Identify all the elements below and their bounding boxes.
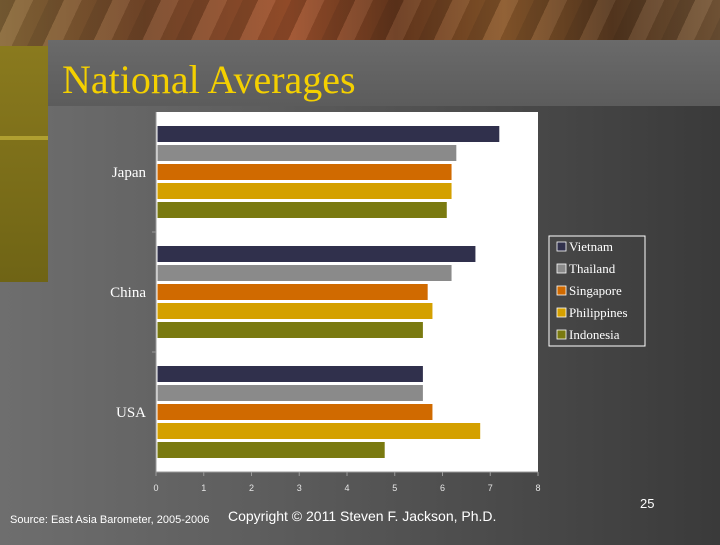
bar bbox=[156, 365, 424, 383]
bar bbox=[156, 125, 501, 143]
x-tick-label: 6 bbox=[440, 483, 445, 493]
legend-entry: Philippines bbox=[569, 305, 628, 320]
legend-entry: Singapore bbox=[569, 283, 622, 298]
legend-swatch bbox=[556, 285, 567, 296]
x-tick-label: 3 bbox=[297, 483, 302, 493]
bar bbox=[156, 302, 434, 320]
bar bbox=[156, 144, 458, 162]
title-bar bbox=[48, 40, 720, 106]
legend-swatch bbox=[556, 307, 567, 318]
bar bbox=[156, 245, 477, 263]
bar bbox=[156, 182, 453, 200]
legend-swatch bbox=[556, 329, 567, 340]
legend-entry: Thailand bbox=[569, 261, 616, 276]
bar bbox=[156, 321, 424, 339]
bar bbox=[156, 422, 482, 440]
legend-swatch bbox=[556, 263, 567, 274]
decorative-banner bbox=[0, 0, 720, 46]
slide-title: National Averages bbox=[62, 57, 356, 102]
legend-box bbox=[548, 235, 646, 347]
bar bbox=[156, 283, 429, 301]
x-tick-label: 4 bbox=[344, 483, 349, 493]
x-tick-label: 5 bbox=[392, 483, 397, 493]
copyright-note: Copyright © 2011 Steven F. Jackson, Ph.D… bbox=[228, 508, 497, 524]
page-number: 25 bbox=[640, 496, 655, 511]
x-tick-label: 8 bbox=[535, 483, 540, 493]
banner-texture bbox=[0, 0, 720, 46]
left-accent-line bbox=[0, 136, 48, 140]
category-label: USA bbox=[116, 405, 146, 421]
x-tick-label: 2 bbox=[249, 483, 254, 493]
legend-entry: Indonesia bbox=[569, 327, 620, 342]
bar bbox=[156, 163, 453, 181]
bar bbox=[156, 441, 386, 459]
source-note: Source: East Asia Barometer, 2005-2006 bbox=[10, 514, 210, 526]
x-tick-label: 1 bbox=[201, 483, 206, 493]
left-accent-bar bbox=[0, 46, 48, 282]
bar bbox=[156, 264, 453, 282]
category-label: China bbox=[110, 285, 146, 301]
legend-swatch bbox=[556, 241, 567, 252]
bar bbox=[156, 384, 424, 402]
bar bbox=[156, 403, 434, 421]
bar bbox=[156, 201, 448, 219]
category-label: Japan bbox=[112, 165, 147, 181]
x-tick-label: 7 bbox=[488, 483, 493, 493]
x-tick-label: 0 bbox=[153, 483, 158, 493]
legend-entry: Vietnam bbox=[569, 239, 613, 254]
